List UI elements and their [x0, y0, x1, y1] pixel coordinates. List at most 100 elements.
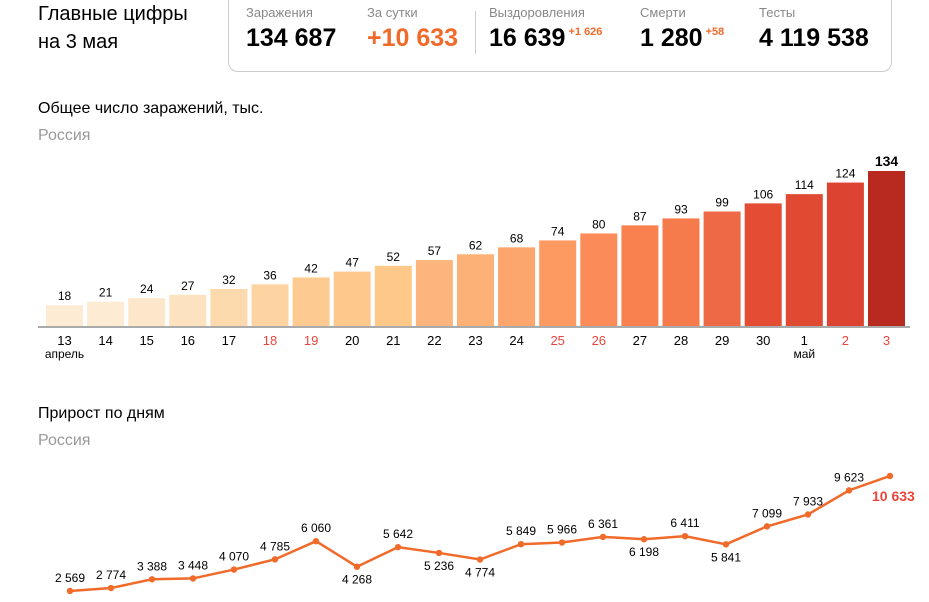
bar — [539, 240, 577, 326]
bar — [662, 218, 700, 326]
line-point — [558, 539, 566, 546]
line-point — [640, 536, 648, 543]
bar — [457, 254, 494, 326]
line-value-label: 4 070 — [219, 550, 249, 564]
stats-card: Заражения 134 687 За сутки +10 633 Выздоро… — [228, 0, 892, 72]
bar-value-label: 21 — [99, 286, 113, 300]
stat-label: За сутки — [367, 5, 418, 20]
line-value-label: 4 774 — [465, 566, 495, 580]
bar-value-label: 52 — [387, 250, 401, 264]
bar-value-label: 68 — [510, 231, 524, 245]
bar-chart-title: Общее число заражений, тыс. — [38, 100, 264, 117]
month-label: май — [793, 347, 815, 361]
x-tick-label: 21 — [386, 333, 400, 348]
bar — [374, 265, 412, 326]
line-value-label: 5 966 — [547, 523, 577, 537]
line-chart-title: Прирост по дням — [38, 405, 165, 422]
stat-deaths: Смерти 1 280 +58 — [640, 5, 724, 53]
stat-delta: +1 626 — [568, 26, 603, 38]
bar-value-label: 106 — [753, 187, 773, 201]
line-value-label: 4 268 — [342, 573, 372, 587]
line-value-label: 6 060 — [301, 521, 331, 535]
x-tick-label: 16 — [181, 333, 195, 348]
line-point — [845, 487, 853, 494]
bar-value-label: 114 — [795, 178, 814, 192]
bar-value-label: 32 — [222, 273, 236, 287]
bar-value-label: 74 — [551, 224, 565, 238]
line-value-label: 7 099 — [752, 506, 782, 520]
line-point — [107, 584, 115, 592]
bar-value-label: 47 — [346, 256, 360, 270]
line-point — [763, 523, 771, 530]
title-line-1: Главные цифры — [38, 3, 188, 25]
line-value-label: 6 411 — [670, 516, 699, 530]
stat-label: Смерти — [640, 5, 686, 20]
x-tick-label: 17 — [222, 333, 236, 348]
bar-value-label: 36 — [263, 268, 277, 282]
line-point — [886, 472, 894, 480]
x-tick-label: 18 — [263, 333, 277, 348]
x-tick-label: 28 — [674, 333, 688, 348]
bar-value-label: 18 — [58, 289, 72, 303]
line-point — [394, 543, 402, 551]
x-tick-label: 24 — [509, 333, 523, 348]
stat-value: 134 687 — [246, 24, 337, 52]
line-value-label: 7 933 — [793, 494, 823, 508]
line-chart-subtitle: Россия — [38, 432, 91, 449]
x-tick-label: 26 — [592, 333, 606, 348]
line-value-label: 3 448 — [178, 558, 208, 572]
line-point — [148, 576, 156, 583]
line-point — [681, 532, 689, 540]
line-value-label: 6 361 — [588, 517, 618, 531]
bar-value-label: 57 — [428, 244, 442, 258]
bar — [826, 182, 864, 326]
stat-label: Тесты — [759, 5, 796, 20]
bar-chart-subtitle: Россия — [38, 127, 91, 144]
bar — [292, 277, 330, 326]
bar — [128, 298, 166, 326]
line-point — [599, 533, 607, 541]
line-value-label: 5 841 — [711, 550, 741, 564]
bar-value-label: 87 — [633, 209, 647, 223]
line-point — [804, 511, 812, 518]
stat-label: Выздоровления — [489, 5, 585, 20]
line-point — [722, 541, 730, 548]
x-tick-label: 15 — [139, 333, 153, 348]
bar — [415, 260, 453, 326]
stat-value: 4 119 538 — [759, 24, 869, 52]
line-point — [353, 563, 361, 570]
stat-daily: За сутки +10 633 — [367, 5, 458, 53]
line-value-label: 5 236 — [424, 559, 454, 573]
x-tick-label: 19 — [304, 333, 318, 348]
line-value-label: 6 198 — [629, 545, 659, 559]
x-tick-label: 25 — [550, 333, 564, 348]
line-value-label: 10 633 — [872, 488, 915, 504]
stat-value: 16 639 — [489, 24, 566, 52]
bar-value-label: 134 — [875, 153, 899, 169]
bar — [785, 194, 823, 326]
line-point — [230, 566, 238, 573]
line-point — [435, 549, 443, 557]
stat-label: Заражения — [246, 5, 313, 20]
stat-value: 1 280 — [640, 24, 703, 52]
title-line-2: на 3 мая — [38, 31, 119, 53]
line-point — [476, 556, 484, 563]
bar-value-label: 99 — [715, 195, 729, 209]
bar — [210, 288, 248, 326]
bar — [498, 247, 536, 326]
x-tick-label: 3 — [883, 333, 890, 348]
bar-value-label: 24 — [140, 282, 154, 296]
stat-infections: Заражения 134 687 — [246, 5, 336, 53]
page-title: Главные цифры на 3 мая — [38, 0, 188, 56]
stat-delta: +58 — [705, 26, 725, 38]
line-point — [312, 537, 320, 545]
divider — [475, 11, 476, 54]
x-tick-label: 2 — [842, 333, 849, 348]
x-tick-label: 27 — [633, 333, 647, 348]
x-tick-label: 1 — [801, 333, 808, 348]
bar — [868, 171, 905, 326]
bar — [251, 284, 289, 326]
bar — [580, 233, 618, 326]
line-value-label: 4 785 — [260, 539, 290, 553]
